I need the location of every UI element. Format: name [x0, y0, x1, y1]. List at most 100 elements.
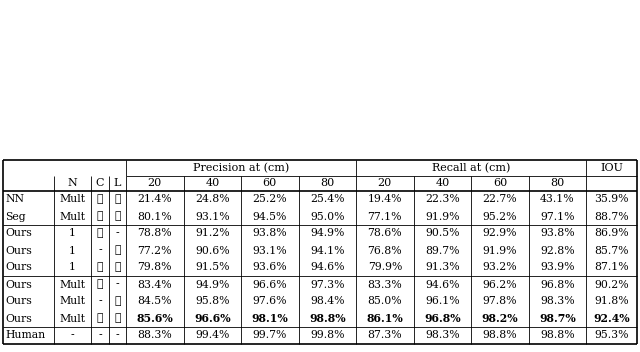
Text: 85.0%: 85.0%	[367, 296, 402, 307]
Text: 94.9%: 94.9%	[195, 279, 230, 289]
Text: -: -	[116, 228, 119, 239]
Text: 85.7%: 85.7%	[595, 245, 629, 256]
Text: 85.6%: 85.6%	[136, 313, 173, 324]
Text: Seg: Seg	[5, 212, 26, 221]
Text: Ours: Ours	[5, 263, 32, 272]
Text: 98.3%: 98.3%	[425, 331, 460, 340]
Text: N: N	[68, 178, 77, 189]
Text: ✓: ✓	[97, 195, 103, 205]
Text: -: -	[98, 245, 102, 256]
Text: Ours: Ours	[5, 279, 32, 289]
Text: IOU: IOU	[600, 163, 623, 173]
Text: 90.6%: 90.6%	[195, 245, 230, 256]
Text: Ours: Ours	[5, 314, 32, 323]
Text: 87.1%: 87.1%	[595, 263, 629, 272]
Text: 35.9%: 35.9%	[595, 195, 629, 205]
Text: 99.7%: 99.7%	[253, 331, 287, 340]
Text: ✓: ✓	[97, 314, 103, 323]
Text: 19.4%: 19.4%	[367, 195, 402, 205]
Text: 93.8%: 93.8%	[253, 228, 287, 239]
Text: 94.5%: 94.5%	[253, 212, 287, 221]
Text: 98.2%: 98.2%	[481, 313, 518, 324]
Text: 98.7%: 98.7%	[539, 313, 576, 324]
Text: Mult: Mult	[60, 212, 86, 221]
Text: 78.8%: 78.8%	[138, 228, 172, 239]
Text: 96.1%: 96.1%	[425, 296, 460, 307]
Text: 91.9%: 91.9%	[483, 245, 517, 256]
Text: 95.2%: 95.2%	[483, 212, 517, 221]
Text: 25.4%: 25.4%	[310, 195, 344, 205]
Text: 40: 40	[435, 178, 449, 189]
Text: 1: 1	[69, 245, 76, 256]
Text: 79.9%: 79.9%	[368, 263, 402, 272]
Text: 97.8%: 97.8%	[483, 296, 517, 307]
Text: -: -	[116, 331, 119, 340]
Text: 98.1%: 98.1%	[252, 313, 288, 324]
Text: 95.8%: 95.8%	[195, 296, 230, 307]
Text: 95.0%: 95.0%	[310, 212, 344, 221]
Text: 96.2%: 96.2%	[483, 279, 517, 289]
Text: 96.8%: 96.8%	[540, 279, 575, 289]
Text: 40: 40	[205, 178, 220, 189]
Text: 93.1%: 93.1%	[195, 212, 230, 221]
Text: 90.5%: 90.5%	[425, 228, 460, 239]
Text: 1: 1	[69, 228, 76, 239]
Text: Mult: Mult	[60, 195, 86, 205]
Text: 24.8%: 24.8%	[195, 195, 230, 205]
Text: 99.4%: 99.4%	[195, 331, 230, 340]
Text: 92.8%: 92.8%	[540, 245, 575, 256]
Text: -: -	[98, 296, 102, 307]
Text: ✓: ✓	[97, 279, 103, 289]
Text: 21.4%: 21.4%	[138, 195, 172, 205]
Text: 93.8%: 93.8%	[540, 228, 575, 239]
Text: Mult: Mult	[60, 279, 86, 289]
Text: Mult: Mult	[60, 296, 86, 307]
Text: 20: 20	[378, 178, 392, 189]
Text: ✓: ✓	[97, 212, 103, 221]
Text: 22.7%: 22.7%	[483, 195, 517, 205]
Text: 91.2%: 91.2%	[195, 228, 230, 239]
Text: 96.6%: 96.6%	[194, 313, 230, 324]
Text: ✓: ✓	[114, 263, 120, 272]
Text: 43.1%: 43.1%	[540, 195, 575, 205]
Text: -: -	[98, 331, 102, 340]
Text: 83.3%: 83.3%	[367, 279, 403, 289]
Text: 78.6%: 78.6%	[367, 228, 402, 239]
Text: ✓: ✓	[97, 228, 103, 239]
Text: 87.3%: 87.3%	[367, 331, 402, 340]
Text: 77.1%: 77.1%	[367, 212, 402, 221]
Text: ✓: ✓	[114, 314, 120, 323]
Text: -: -	[116, 279, 119, 289]
Text: 93.9%: 93.9%	[540, 263, 575, 272]
Text: 89.7%: 89.7%	[425, 245, 460, 256]
Text: 80: 80	[550, 178, 564, 189]
Text: 86.1%: 86.1%	[367, 313, 403, 324]
Text: 20: 20	[148, 178, 162, 189]
Text: 96.6%: 96.6%	[253, 279, 287, 289]
Text: C: C	[96, 178, 104, 189]
Text: Mult: Mult	[60, 314, 86, 323]
Text: Ours: Ours	[5, 228, 32, 239]
Text: 83.4%: 83.4%	[138, 279, 172, 289]
Text: 93.6%: 93.6%	[253, 263, 287, 272]
Text: 94.9%: 94.9%	[310, 228, 344, 239]
Text: Ours: Ours	[5, 245, 32, 256]
Text: 60: 60	[262, 178, 277, 189]
Text: NN: NN	[5, 195, 24, 205]
Text: 96.8%: 96.8%	[424, 313, 461, 324]
Text: Precision at (cm): Precision at (cm)	[193, 163, 289, 173]
Text: 84.5%: 84.5%	[138, 296, 172, 307]
Text: 60: 60	[493, 178, 507, 189]
Text: 97.6%: 97.6%	[253, 296, 287, 307]
Text: 99.8%: 99.8%	[310, 331, 344, 340]
Text: 93.2%: 93.2%	[483, 263, 517, 272]
Text: 98.8%: 98.8%	[483, 331, 517, 340]
Text: 95.3%: 95.3%	[595, 331, 629, 340]
Text: 86.9%: 86.9%	[595, 228, 629, 239]
Text: 97.3%: 97.3%	[310, 279, 344, 289]
Text: -: -	[71, 331, 74, 340]
Text: 79.8%: 79.8%	[138, 263, 172, 272]
Text: 94.1%: 94.1%	[310, 245, 344, 256]
Text: 80.1%: 80.1%	[138, 212, 172, 221]
Text: 90.2%: 90.2%	[595, 279, 629, 289]
